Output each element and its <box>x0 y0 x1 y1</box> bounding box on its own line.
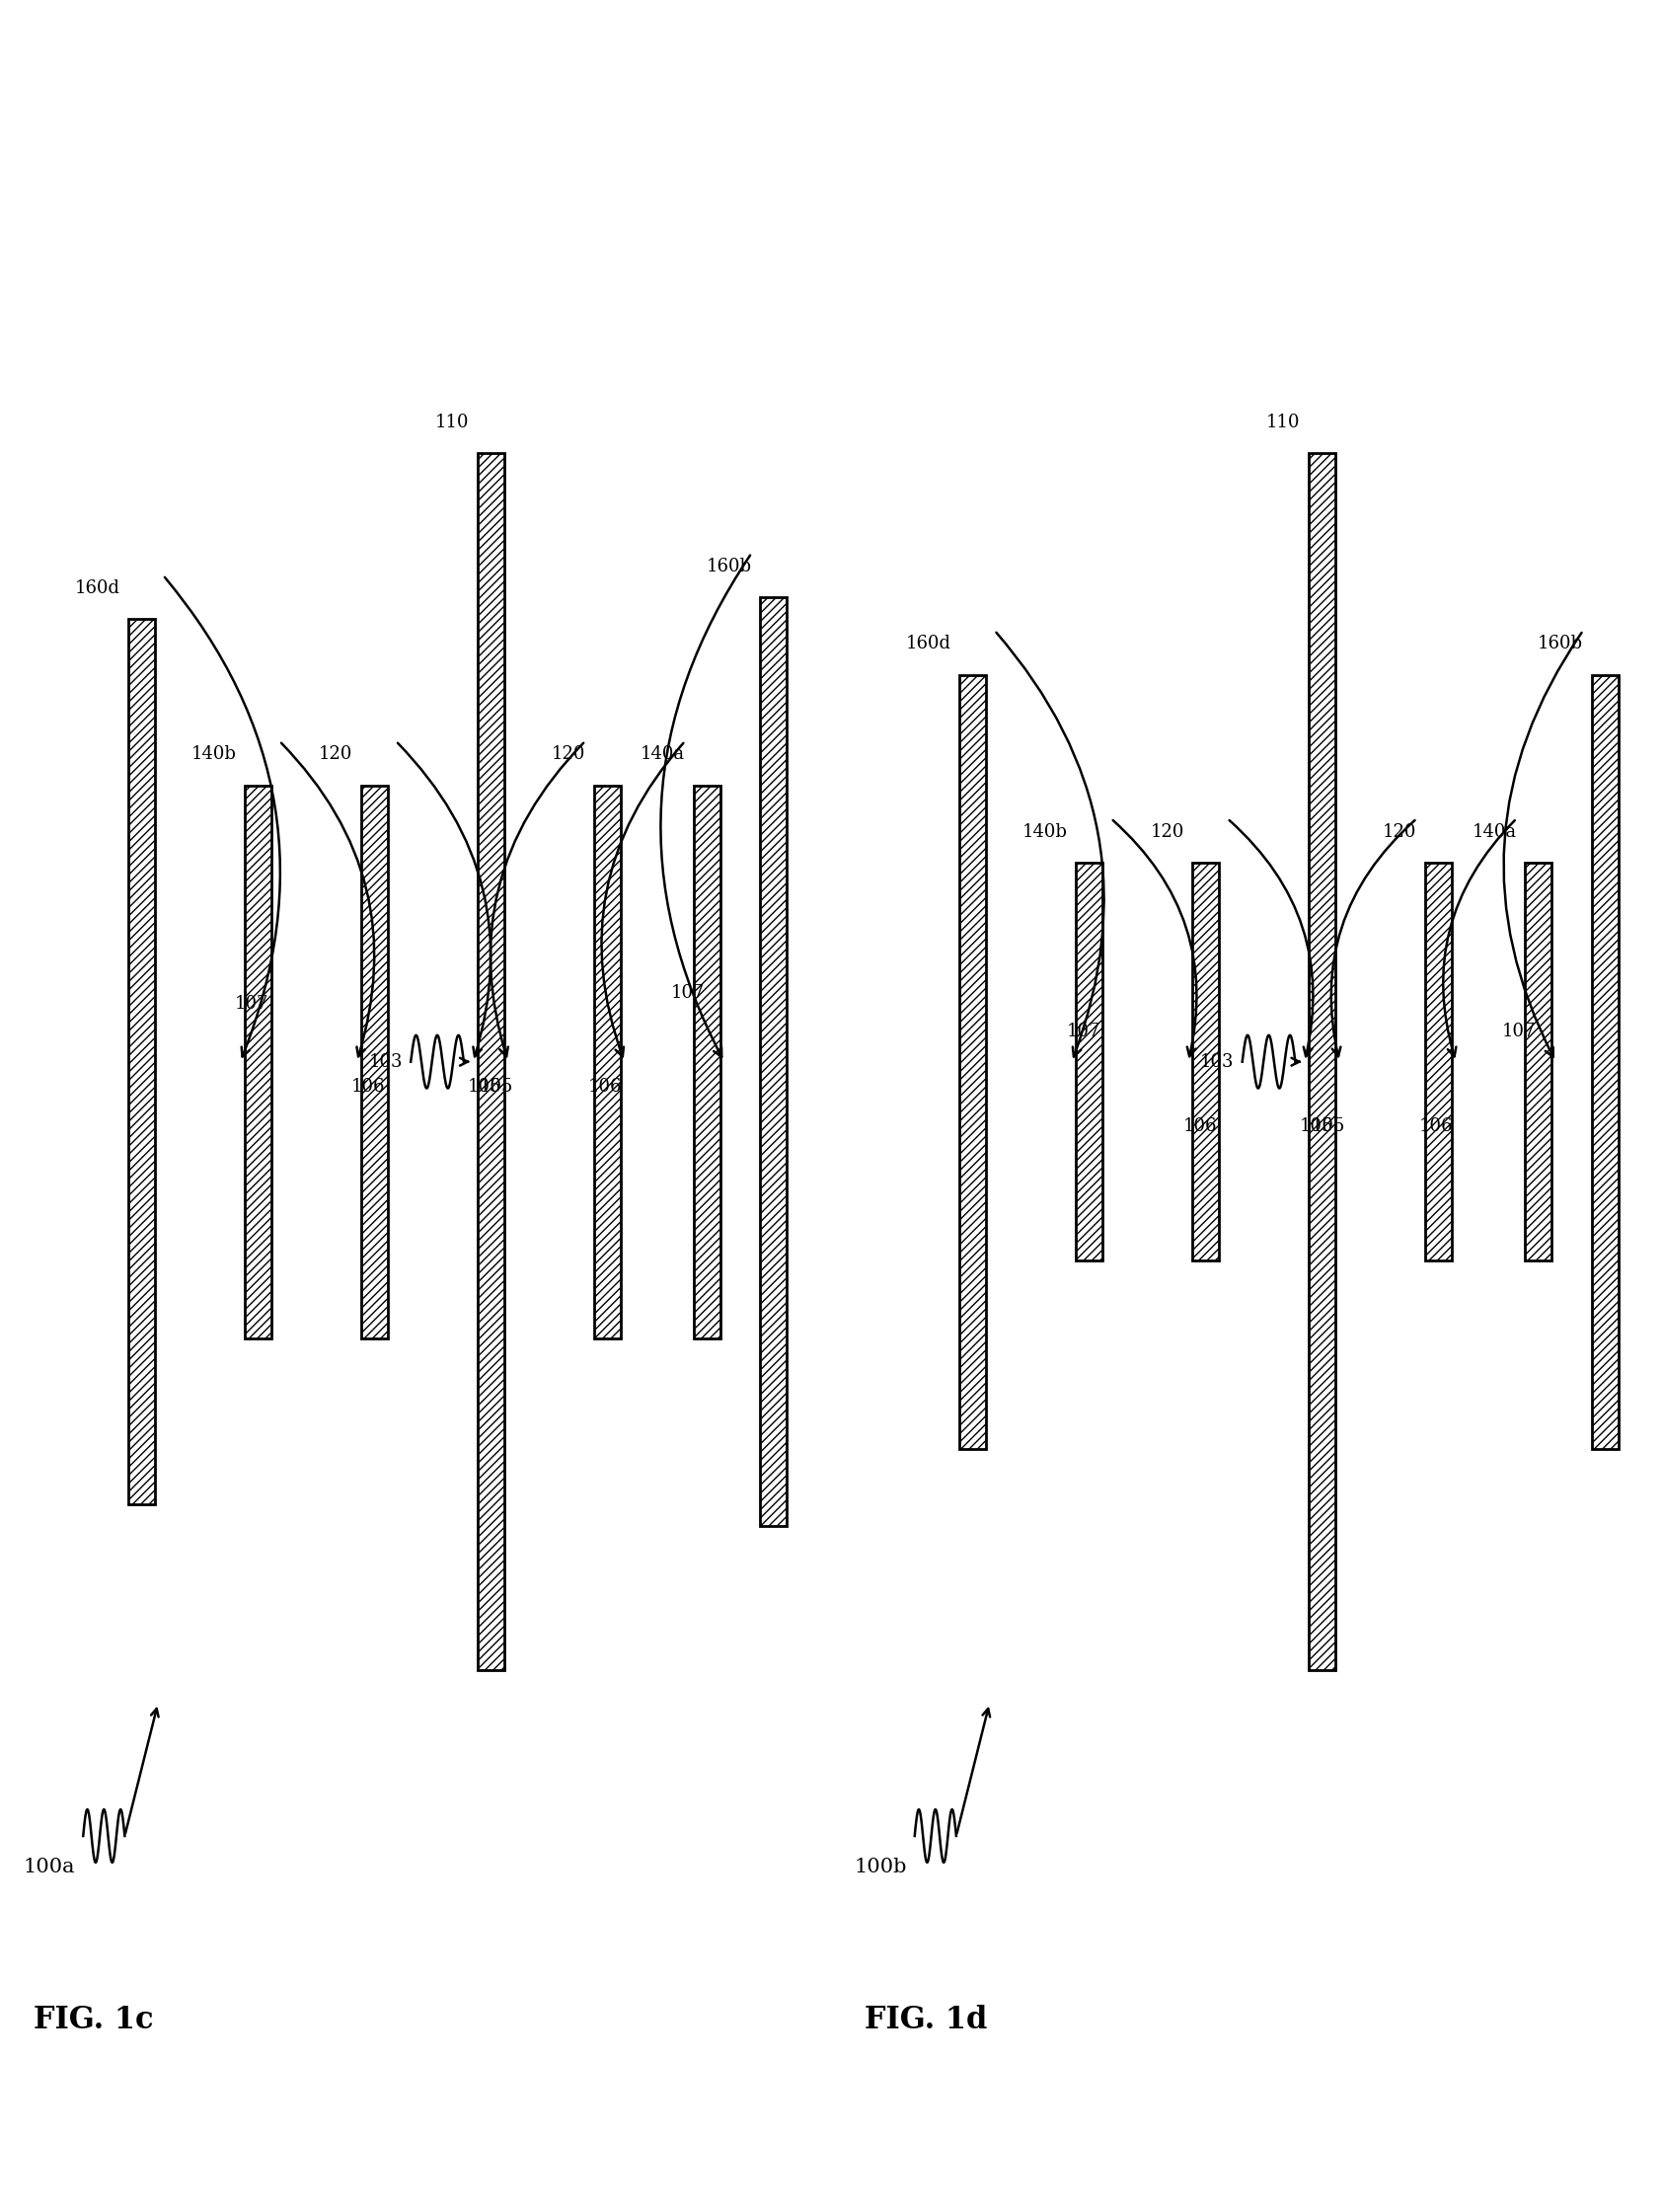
Text: 100a: 100a <box>23 1858 75 1876</box>
Bar <box>361 785 387 1338</box>
Bar <box>1525 863 1552 1261</box>
Text: 110: 110 <box>436 414 469 431</box>
Text: 106: 106 <box>351 1079 386 1097</box>
Text: 105: 105 <box>1299 1117 1334 1135</box>
Text: 103: 103 <box>1201 1053 1234 1071</box>
Text: 120: 120 <box>1384 823 1417 841</box>
Text: 110: 110 <box>1267 414 1300 431</box>
Text: 107: 107 <box>670 984 705 1002</box>
Text: 160d: 160d <box>75 580 120 597</box>
Text: 106: 106 <box>1182 1117 1217 1135</box>
Bar <box>1591 675 1618 1449</box>
Text: 140a: 140a <box>640 745 685 763</box>
Bar <box>594 785 620 1338</box>
Text: 140b: 140b <box>1023 823 1068 841</box>
Text: 120: 120 <box>1151 823 1184 841</box>
Text: FIG. 1d: FIG. 1d <box>865 2004 988 2035</box>
Bar <box>1425 863 1452 1261</box>
Text: 120: 120 <box>319 745 353 763</box>
Text: 105: 105 <box>479 1079 514 1097</box>
Text: 103: 103 <box>369 1053 402 1071</box>
Bar <box>477 453 504 1670</box>
Text: 106: 106 <box>1419 1117 1453 1135</box>
Text: 140a: 140a <box>1472 823 1517 841</box>
Bar <box>128 619 155 1504</box>
Bar <box>1309 453 1335 1670</box>
Text: 160d: 160d <box>906 635 951 653</box>
Text: 160b: 160b <box>707 557 752 575</box>
Text: 107: 107 <box>1066 1022 1101 1042</box>
Bar <box>1076 863 1103 1261</box>
Text: 120: 120 <box>552 745 585 763</box>
Bar <box>1192 863 1219 1261</box>
Text: 107: 107 <box>1502 1022 1537 1042</box>
Text: 160b: 160b <box>1538 635 1583 653</box>
Text: 107: 107 <box>234 995 269 1013</box>
Text: 105: 105 <box>1310 1117 1345 1135</box>
Text: 106: 106 <box>587 1079 622 1097</box>
Text: FIG. 1c: FIG. 1c <box>33 2004 153 2035</box>
Text: 140b: 140b <box>191 745 236 763</box>
Bar <box>760 597 787 1526</box>
Text: 100b: 100b <box>853 1858 906 1876</box>
Bar <box>244 785 271 1338</box>
Bar <box>960 675 986 1449</box>
Bar <box>693 785 720 1338</box>
Text: 105: 105 <box>467 1079 502 1097</box>
